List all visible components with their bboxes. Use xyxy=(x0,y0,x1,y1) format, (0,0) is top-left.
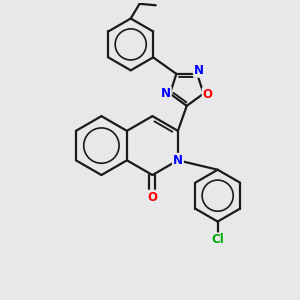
Text: O: O xyxy=(203,88,213,101)
Text: N: N xyxy=(161,87,171,100)
Text: N: N xyxy=(194,64,204,77)
Text: Cl: Cl xyxy=(211,233,224,246)
Text: O: O xyxy=(147,190,158,204)
Text: N: N xyxy=(173,154,183,167)
